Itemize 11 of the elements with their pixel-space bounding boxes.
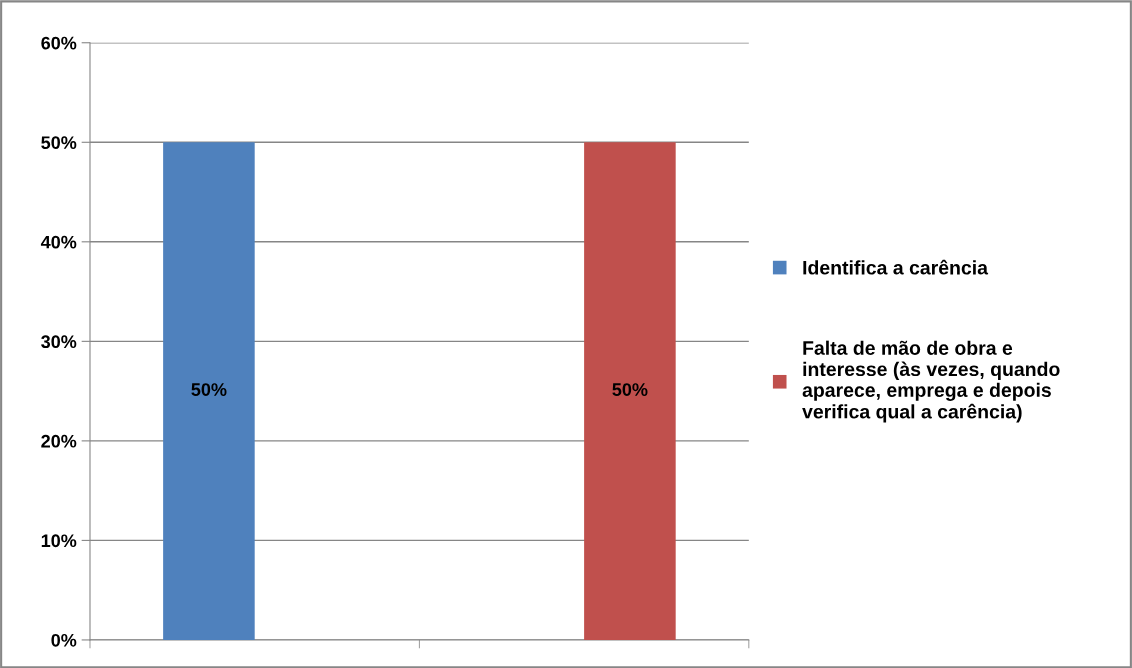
y-tick-label: 40% xyxy=(40,235,77,249)
y-tick-label: 30% xyxy=(41,335,77,349)
y-tick-label: 10% xyxy=(41,534,77,548)
y-tick-label: 50% xyxy=(41,136,77,149)
legend-label: Falta de mão de obra e interesse (às vezes, quando aparece, emprega e depois verifica qual a carência) xyxy=(802,340,1060,423)
data-label: 50% xyxy=(612,383,648,396)
data-label: 50% xyxy=(191,383,227,396)
y-tick-label: 0% xyxy=(51,633,77,647)
y-tick-label: 20% xyxy=(41,434,77,448)
legend-label: Identifica a carência xyxy=(803,259,989,275)
y-tick-label: 60% xyxy=(41,36,77,50)
